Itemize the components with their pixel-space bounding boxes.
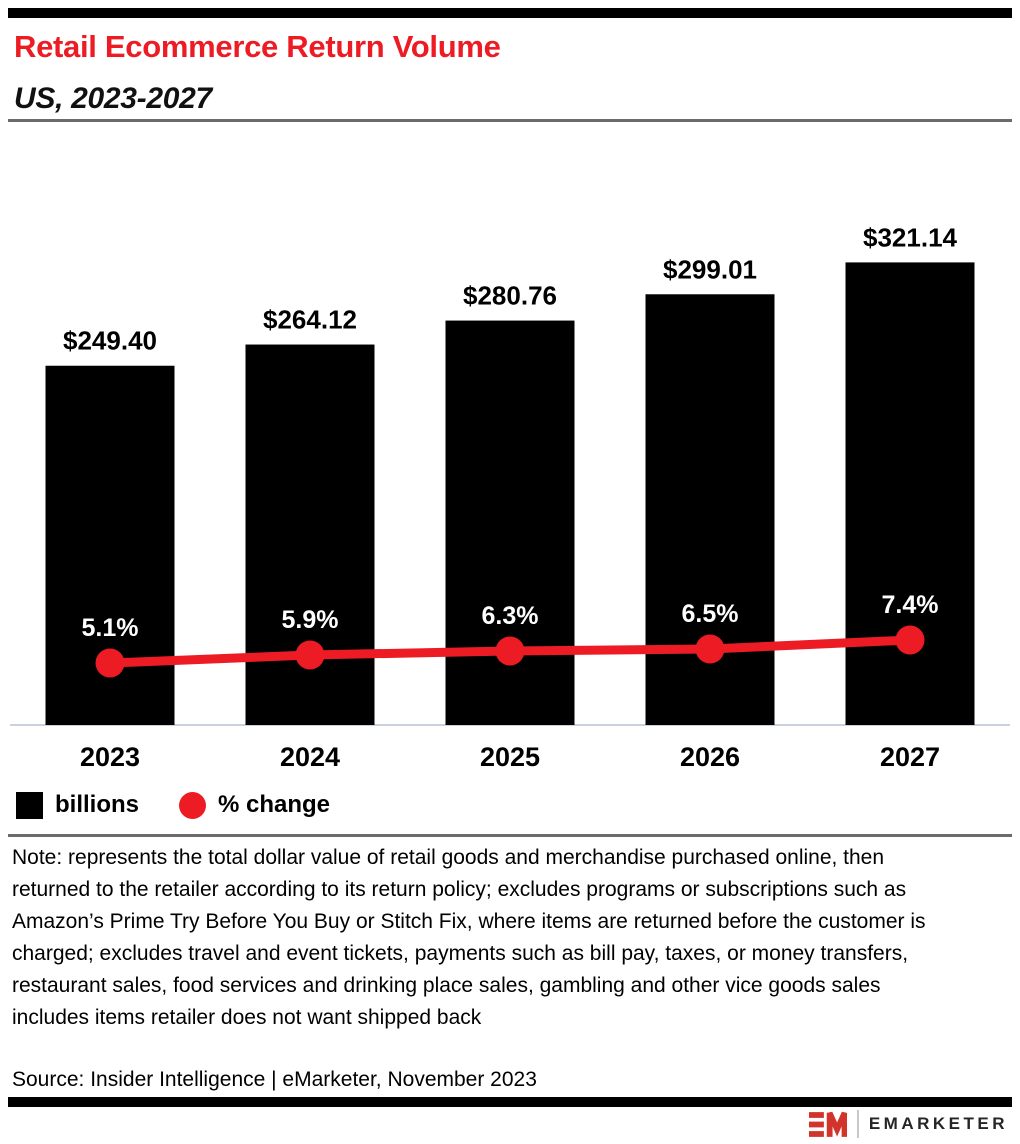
line-dot-2023 xyxy=(95,648,125,678)
bar-value-label: $264.12 xyxy=(263,305,357,335)
line-dot-2026 xyxy=(695,634,725,664)
chart-legend: billions % change xyxy=(16,791,330,819)
pct-value-label: 6.5% xyxy=(682,600,739,628)
bar-value-label: $299.01 xyxy=(663,254,757,284)
pct-value-label: 7.4% xyxy=(882,591,939,619)
emarketer-logo-icon xyxy=(808,1111,847,1137)
line-series-swatch-icon xyxy=(179,791,206,819)
bar-value-label: $249.40 xyxy=(63,326,157,356)
line-dot-2027 xyxy=(895,625,925,655)
x-axis-label: 2026 xyxy=(680,742,740,772)
pct-value-label: 5.9% xyxy=(282,606,339,634)
chart-title: Retail Ecommerce Return Volume xyxy=(14,29,501,64)
brand-lockup: EMARKETER xyxy=(808,1110,1008,1138)
pct-value-label: 6.3% xyxy=(482,602,539,630)
source-text: Source: Insider Intelligence | eMarketer… xyxy=(12,1068,537,1091)
note-text: Note: represents the total dollar value … xyxy=(12,846,926,1029)
top-rule xyxy=(8,8,1012,18)
x-axis-label: 2027 xyxy=(880,742,940,772)
x-axis-label: 2023 xyxy=(80,742,140,772)
bottom-rule xyxy=(8,1097,1012,1107)
bar-value-label: $280.76 xyxy=(463,281,557,311)
bar-series-swatch-icon xyxy=(16,791,43,819)
bar-value-label: $321.14 xyxy=(863,222,958,252)
brand-divider xyxy=(856,1110,859,1138)
x-axis-label: 2025 xyxy=(480,742,540,772)
legend-item-billions: billions xyxy=(16,791,139,819)
chart-subtitle: US, 2023-2027 xyxy=(14,82,212,115)
line-dot-2025 xyxy=(495,636,525,666)
pct-value-label: 5.1% xyxy=(82,614,139,642)
legend-label-pct-change: % change xyxy=(218,791,331,818)
bar-2027 xyxy=(845,262,975,725)
header-divider xyxy=(8,119,1012,122)
legend-divider xyxy=(8,834,1012,837)
brand-name: EMARKETER xyxy=(868,1114,1008,1133)
line-dot-2024 xyxy=(295,640,325,670)
x-axis-label: 2024 xyxy=(280,742,340,772)
legend-label-billions: billions xyxy=(55,791,139,818)
combo-chart: $249.40 2023 $264.12 2024 $280.76 2025 $299.01… xyxy=(10,222,1010,772)
legend-item-pct-change: % change xyxy=(179,791,330,819)
